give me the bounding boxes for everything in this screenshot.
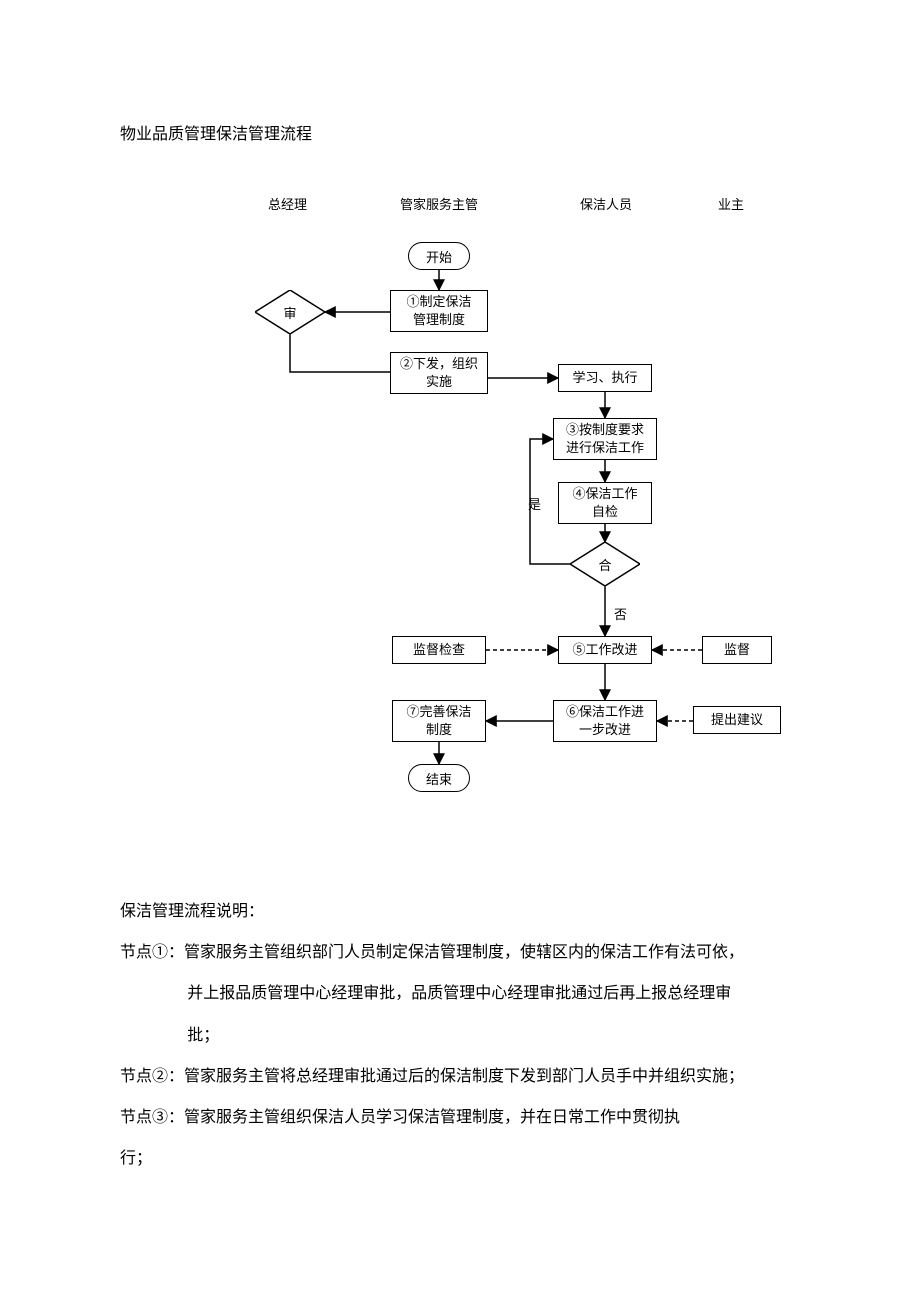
description: 保洁管理流程说明： 节点①：管家服务主管组织部门人员制定保洁管理制度，使辖区内的… xyxy=(120,894,800,1176)
swimlane-header: 保洁人员 xyxy=(580,194,632,213)
node-n1: ①制定保洁 管理制度 xyxy=(390,290,488,332)
edge-e3 xyxy=(290,334,390,372)
desc-line: 节点②：管家服务主管将总经理审批通过后的保洁制度下发到部门人员手中并组织实施； xyxy=(120,1059,800,1094)
page-title: 物业品质管理保洁管理流程 xyxy=(120,120,800,144)
node-n2: ②下发，组织 实施 xyxy=(390,352,488,394)
flowchart: 总经理 管家服务主管 保洁人员 业主 开始 ①制定保洁 管理制度 审 ②下发，组织 实施 学习… xyxy=(180,194,800,854)
desc-heading: 保洁管理流程说明： xyxy=(120,894,800,929)
node-learn: 学习、执行 xyxy=(558,364,652,392)
node-audit: 审 xyxy=(255,290,325,334)
swimlane-header: 管家服务主管 xyxy=(400,194,478,213)
desc-trailing: 行； xyxy=(120,1141,800,1176)
node-jiandu1: 监督检查 xyxy=(392,636,486,664)
desc-line: 节点③：管家服务主管组织保洁人员学习保洁管理制度，并在日常工作中贯彻执 xyxy=(120,1100,800,1135)
node-n7: ⑦完善保洁 制度 xyxy=(392,700,486,742)
node-advice: 提出建议 xyxy=(693,706,781,734)
swimlane-header: 总经理 xyxy=(268,194,307,213)
node-pass: 合 xyxy=(570,542,640,586)
edge-label: 否 xyxy=(614,604,627,623)
desc-line: 并上报品质管理中心经理审批，品质管理中心经理审批通过后再上报总经理审 xyxy=(120,976,800,1011)
desc-line: 节点①：管家服务主管组织部门人员制定保洁管理制度，使辖区内的保洁工作有法可依， xyxy=(120,935,800,970)
node-jiandu2: 监督 xyxy=(702,636,772,664)
swimlane-header: 业主 xyxy=(718,194,744,213)
node-n3: ③按制度要求 进行保洁工作 xyxy=(553,418,657,460)
node-end: 结束 xyxy=(408,764,470,792)
desc-line: 批； xyxy=(120,1018,800,1053)
node-n6: ⑥保洁工作进 一步改进 xyxy=(553,700,657,742)
edge-label: 是 xyxy=(528,494,541,513)
node-start: 开始 xyxy=(408,242,470,270)
node-n5: ⑤工作改进 xyxy=(558,636,652,664)
node-n4: ④保洁工作 自检 xyxy=(558,482,652,524)
